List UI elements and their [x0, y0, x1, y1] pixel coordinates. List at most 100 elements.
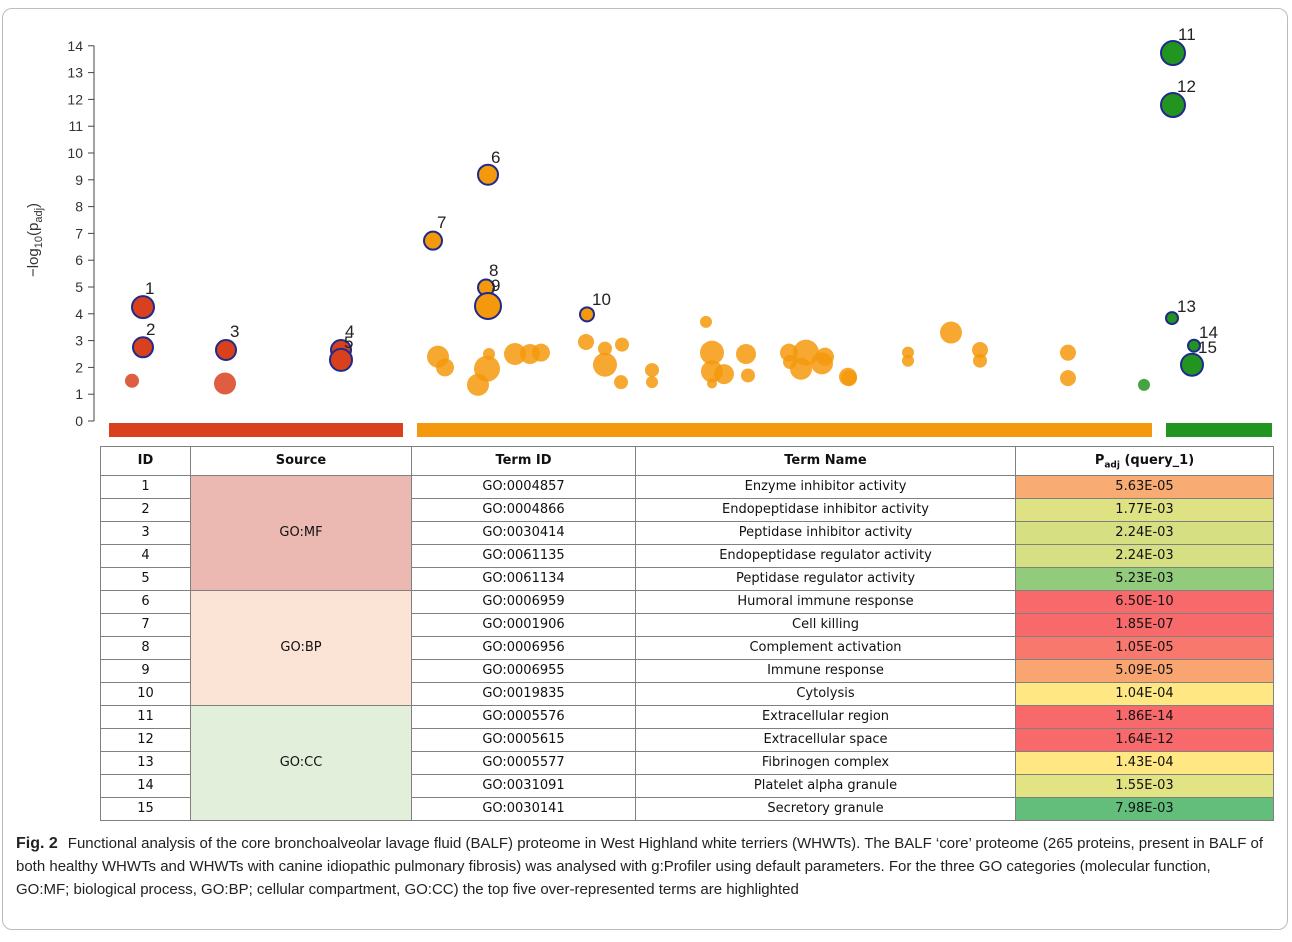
table-row: 12 GO:0005615 Extracellular space 1.64E-12 [100, 728, 1274, 752]
row-id: 10 [100, 682, 191, 706]
padj-value: 7.98E-03 [1015, 797, 1274, 821]
term-name: Platelet alpha granule [635, 774, 1016, 798]
term-name: Endopeptidase regulator activity [635, 544, 1016, 568]
header-term-id: Term ID [411, 446, 636, 476]
term-id: GO:0030141 [411, 797, 636, 821]
term-name: Extracellular space [635, 728, 1016, 752]
point-label-8: 8 [489, 261, 498, 280]
y-tick-label: 14 [67, 38, 83, 54]
term-name: Fibrinogen complex [635, 751, 1016, 775]
term-name: Immune response [635, 659, 1016, 683]
y-tick-label: 1 [75, 386, 83, 402]
header-term-name: Term Name [635, 446, 1016, 476]
term-id: GO:0006955 [411, 659, 636, 683]
header-source: Source [190, 446, 412, 476]
y-tick-label: 10 [67, 145, 83, 161]
highlighted-point-13 [1165, 311, 1179, 326]
scatter-point [700, 315, 712, 328]
padj-value: 5.63E-05 [1015, 475, 1274, 499]
point-label-14: 14 [1199, 323, 1218, 342]
row-id: 14 [100, 774, 191, 798]
highlighted-point-5 [329, 347, 353, 372]
point-label-13: 13 [1177, 297, 1196, 316]
y-tick-label: 3 [75, 333, 83, 349]
padj-value: 5.09E-05 [1015, 659, 1274, 683]
figure-label: Fig. 2 [16, 835, 58, 852]
scatter-point [1138, 378, 1150, 391]
term-id: GO:0004857 [411, 475, 636, 499]
category-bar-go-cc [1166, 423, 1272, 437]
row-id: 2 [100, 498, 191, 522]
point-label-9: 9 [491, 276, 500, 295]
point-label-2: 2 [146, 320, 155, 339]
row-id: 13 [100, 751, 191, 775]
padj-value: 1.64E-12 [1015, 728, 1274, 752]
caption-text: Functional analysis of the core bronchoa… [16, 835, 1264, 898]
y-tick-label: 7 [75, 225, 83, 241]
y-tick-label: 12 [67, 91, 83, 107]
point-label-3: 3 [230, 322, 239, 341]
scatter-point [436, 358, 454, 377]
point-label-6: 6 [491, 148, 500, 167]
term-name: Peptidase inhibitor activity [635, 521, 1016, 545]
row-id: 7 [100, 613, 191, 637]
y-tick-label: 11 [68, 118, 83, 134]
term-name: Peptidase regulator activity [635, 567, 1016, 591]
padj-value: 2.24E-03 [1015, 521, 1274, 545]
highlighted-point-7 [423, 230, 443, 251]
term-id: GO:0006959 [411, 590, 636, 614]
table-row: 5 GO:0061134 Peptidase regulator activity 5… [100, 567, 1274, 591]
other-points [125, 315, 1150, 396]
row-id: 11 [100, 705, 191, 729]
row-id: 9 [100, 659, 191, 683]
table-row: 14 GO:0031091 Platelet alpha granule 1.55E-… [100, 774, 1274, 798]
row-id: 5 [100, 567, 191, 591]
row-id: 6 [100, 590, 191, 614]
scatter-point [736, 344, 756, 364]
point-label-4: 4 [345, 322, 354, 341]
table-row: 4 GO:0061135 Endopeptidase regulator activ… [100, 544, 1274, 568]
term-name: Endopeptidase inhibitor activity [635, 498, 1016, 522]
scatter-point [578, 333, 594, 350]
term-id: GO:0005577 [411, 751, 636, 775]
go-terms-table: ID Source Term ID Term Name Padj (query_… [100, 446, 1274, 821]
source-cell: GO:BP [190, 590, 412, 706]
term-name: Extracellular region [635, 705, 1016, 729]
scatter-point [707, 378, 717, 389]
term-id: GO:0006956 [411, 636, 636, 660]
point-label-12: 12 [1177, 77, 1196, 96]
padj-value: 1.55E-03 [1015, 774, 1274, 798]
padj-value: 5.23E-03 [1015, 567, 1274, 591]
scatter-point [816, 347, 834, 366]
table-row: 9 GO:0006955 Immune response 5.09E-05 [100, 659, 1274, 683]
highlighted-point-9 [474, 292, 502, 321]
row-id: 4 [100, 544, 191, 568]
header-padj: Padj (query_1) [1015, 446, 1274, 476]
scatter-point [125, 373, 139, 388]
term-id: GO:0061135 [411, 544, 636, 568]
padj-value: 1.85E-07 [1015, 613, 1274, 637]
padj-value: 1.04E-04 [1015, 682, 1274, 706]
highlighted-point-2 [132, 336, 154, 359]
header-id: ID [100, 446, 191, 476]
padj-value: 1.43E-04 [1015, 751, 1274, 775]
table-row: 1 GO:MF GO:0004857 Enzyme inhibitor activit… [100, 475, 1274, 591]
scatter-point [790, 357, 812, 380]
term-id: GO:0030414 [411, 521, 636, 545]
scatter-point [1060, 370, 1076, 387]
padj-value: 6.50E-10 [1015, 590, 1274, 614]
source-cell: GO:MF [190, 475, 412, 591]
y-tick-label: 6 [75, 252, 83, 268]
row-id: 15 [100, 797, 191, 821]
highlighted-points [131, 40, 1204, 377]
scatter-point [714, 364, 734, 385]
table-row: 6 GO:BP GO:0006959 Humoral immune response 6… [100, 590, 1274, 706]
scatter-point [940, 321, 962, 344]
scatter-point [532, 343, 550, 362]
scatter-point [1060, 344, 1076, 361]
table-row: 11 GO:CC GO:0005576 Extracellular region 1.8… [100, 705, 1274, 821]
term-id: GO:0031091 [411, 774, 636, 798]
scatter-point [614, 375, 628, 390]
